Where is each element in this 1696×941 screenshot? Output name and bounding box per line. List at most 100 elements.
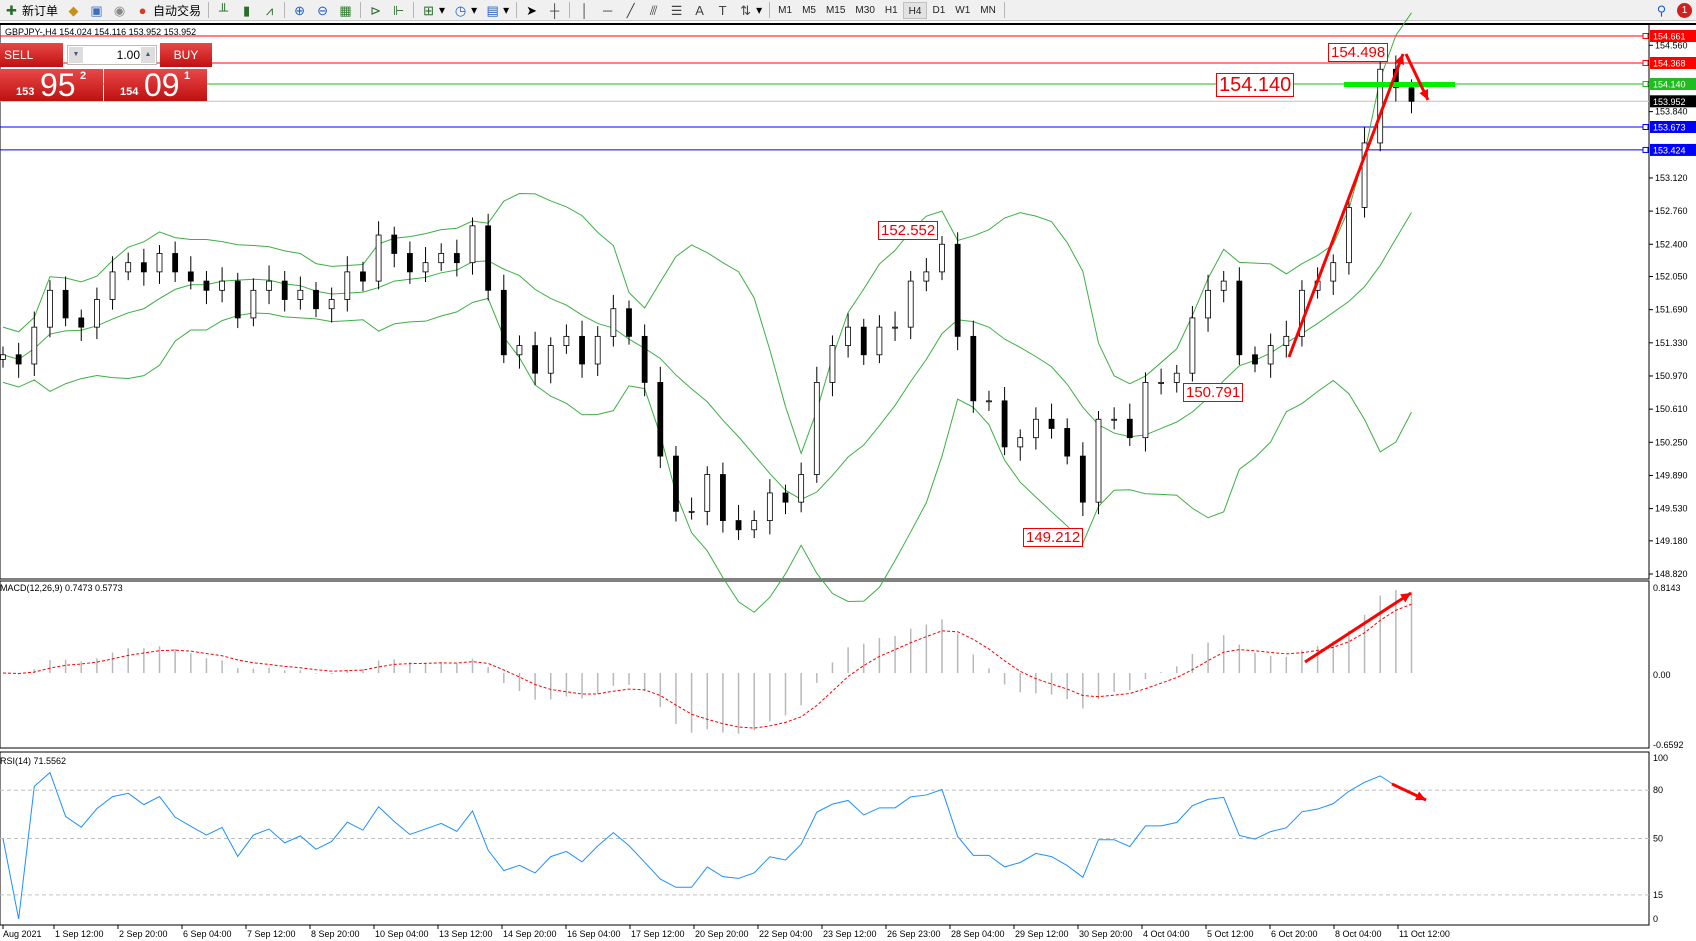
auto-trading-button[interactable]: ● 自动交易	[131, 1, 205, 20]
notifications-button[interactable]: 1	[1673, 1, 1696, 20]
indicators-button[interactable]: ⊞ ▾	[417, 1, 449, 20]
new-order-label: 新订单	[22, 3, 59, 18]
vertical-line-button[interactable]: │	[573, 1, 596, 20]
candle-bull	[1361, 142, 1368, 208]
market-watch-icon: ◆	[68, 2, 79, 18]
timeframe-d1[interactable]: D1	[932, 4, 946, 16]
timeframe-m15[interactable]: M15	[825, 4, 846, 16]
rsi-title: RSI(14) 71.5562	[0, 756, 67, 766]
buy-price-main: 09	[144, 67, 180, 103]
timeframe-w1[interactable]: W1	[955, 4, 971, 16]
bar-chart-icon: ╨	[218, 2, 229, 18]
fibo-retracement-icon: ☰	[670, 2, 683, 18]
price-tick-label: 151.330	[1655, 338, 1688, 348]
data-window-button[interactable]: ▣	[85, 1, 108, 20]
candle-bear	[140, 262, 147, 273]
price-tick-label: 149.890	[1655, 470, 1688, 480]
divider	[569, 2, 571, 18]
price-label-high[interactable]: 154.498	[1328, 43, 1389, 62]
zoom-out-button[interactable]: ⊖	[311, 1, 334, 20]
candle-bull	[610, 308, 617, 337]
divider	[1003, 2, 1005, 18]
time-tick-label: 22 Sep 04:00	[759, 929, 813, 939]
timeframe-h4[interactable]: H4	[902, 1, 928, 19]
crosshair-button[interactable]: ┼	[543, 1, 566, 20]
search-button[interactable]: ⚲	[1650, 1, 1673, 20]
price-label-resistance[interactable]: 154.140	[1216, 73, 1295, 97]
market-watch-button[interactable]: ◆	[62, 1, 85, 20]
buy-price-button[interactable]: 154 09 1	[104, 67, 207, 103]
chart-shift-icon: ⊩	[392, 2, 405, 18]
candle-bear	[485, 225, 492, 291]
templates-button[interactable]: ▤ ▾	[486, 2, 510, 18]
text-button[interactable]: A	[688, 1, 711, 20]
lot-decrease-button[interactable]: ▼	[69, 47, 83, 63]
signals-button[interactable]: ◉	[108, 1, 131, 20]
price-label-low[interactable]: 149.212	[1023, 528, 1084, 547]
sell-price-button[interactable]: 153 95 2	[0, 67, 103, 103]
bollinger-band-upper	[2, 12, 1412, 456]
lot-increase-button[interactable]: ▲	[141, 47, 155, 63]
candle-bull	[1017, 437, 1024, 448]
candle-bear	[281, 280, 288, 300]
toolbar: ✚ 新订单 ◆ ▣ ◉ ● 自动交易 ╨ ▮ ⩘ ⊕ ⊖ ▦ ⊳ ⊩ ⊞ ▾ ◷ ▾ ▤…	[0, 0, 1696, 21]
lot-size-input[interactable]	[84, 47, 140, 63]
line-chart-button[interactable]: ⩘	[258, 1, 281, 20]
candle-bull	[1205, 289, 1211, 319]
macd-signal-line	[2, 603, 1412, 729]
price-label-swing-low[interactable]: 150.791	[1183, 383, 1244, 402]
buy-price-pip: 1	[184, 70, 191, 82]
candle-bear	[1079, 455, 1086, 503]
timeframe-m30[interactable]: M30	[855, 4, 875, 16]
price-tick-label: 154.560	[1655, 40, 1688, 50]
candle-bear	[1252, 354, 1258, 365]
periods-icon: ◷	[454, 2, 467, 18]
candle-bull	[829, 345, 836, 383]
price-tick-label: 150.250	[1655, 437, 1688, 447]
candle-bull	[751, 520, 758, 531]
signals-icon: ◉	[113, 2, 126, 18]
cursor-button[interactable]: ➤	[520, 1, 543, 20]
new-order-button[interactable]: ✚ 新订单	[0, 1, 62, 20]
fibonacci-button[interactable]: ⫻	[642, 1, 665, 20]
price-tick-label: 152.050	[1655, 271, 1688, 281]
candle-bull	[892, 326, 898, 329]
time-tick-label: 17 Sep 12:00	[631, 929, 685, 939]
arrows-icon: ⇅	[740, 2, 752, 18]
zoom-in-button[interactable]: ⊕	[288, 1, 311, 20]
periods-button[interactable]: ◷ ▾	[454, 2, 478, 18]
arrows-button[interactable]: ⇅ ▾	[734, 1, 766, 20]
text-label-button[interactable]: T	[711, 1, 734, 20]
timeframe-h1[interactable]: H1	[884, 4, 898, 16]
fibo-retracement-button[interactable]: ☰	[665, 1, 688, 20]
buy-button[interactable]: BUY	[160, 43, 212, 67]
timeframe-m5[interactable]: M5	[802, 4, 816, 16]
chart-shift-button[interactable]: ⊩	[387, 1, 410, 20]
time-tick-label: 8 Oct 04:00	[1335, 929, 1382, 939]
candle-bear	[500, 289, 507, 356]
horizontal-line-button[interactable]: ─	[596, 1, 619, 20]
rsi-tick-label: 0	[1653, 914, 1658, 924]
timeframe-bar: M1 M5 M15 M30 H1 H4 D1 W1 MN	[773, 1, 1001, 19]
level-price-tag	[1650, 95, 1696, 108]
candle-bear	[673, 455, 679, 512]
bar-chart-button[interactable]: ╨	[212, 1, 235, 20]
timeframe-m1[interactable]: M1	[778, 4, 793, 16]
candle-bear	[579, 335, 585, 365]
price-label-swing-high[interactable]: 152.552	[878, 221, 939, 240]
timeframe-mn[interactable]: MN	[980, 4, 996, 16]
time-tick-label: Aug 2021	[3, 929, 42, 939]
lot-size-stepper[interactable]: ▼ ▲	[67, 45, 157, 65]
level-line-handle	[1642, 124, 1649, 131]
candle-bull	[939, 243, 945, 273]
candle-bull	[1220, 280, 1227, 291]
autoscroll-button[interactable]: ⊳	[364, 1, 387, 20]
one-click-trading-panel: SELL ▼ ▲ BUY 153 95 2 154 09 1	[0, 43, 212, 103]
tile-windows-button[interactable]: ▦	[334, 1, 357, 20]
candle-bear	[78, 317, 85, 328]
candlestick-button[interactable]: ▮	[235, 1, 258, 20]
price-tick-label: 149.530	[1655, 504, 1688, 514]
trendline-button[interactable]: ╱	[619, 1, 642, 20]
sell-button[interactable]: SELL	[0, 43, 63, 67]
